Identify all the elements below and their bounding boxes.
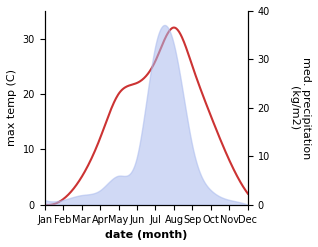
- X-axis label: date (month): date (month): [105, 230, 187, 240]
- Y-axis label: max temp (C): max temp (C): [7, 69, 17, 146]
- Y-axis label: med. precipitation
(kg/m2): med. precipitation (kg/m2): [289, 57, 311, 159]
